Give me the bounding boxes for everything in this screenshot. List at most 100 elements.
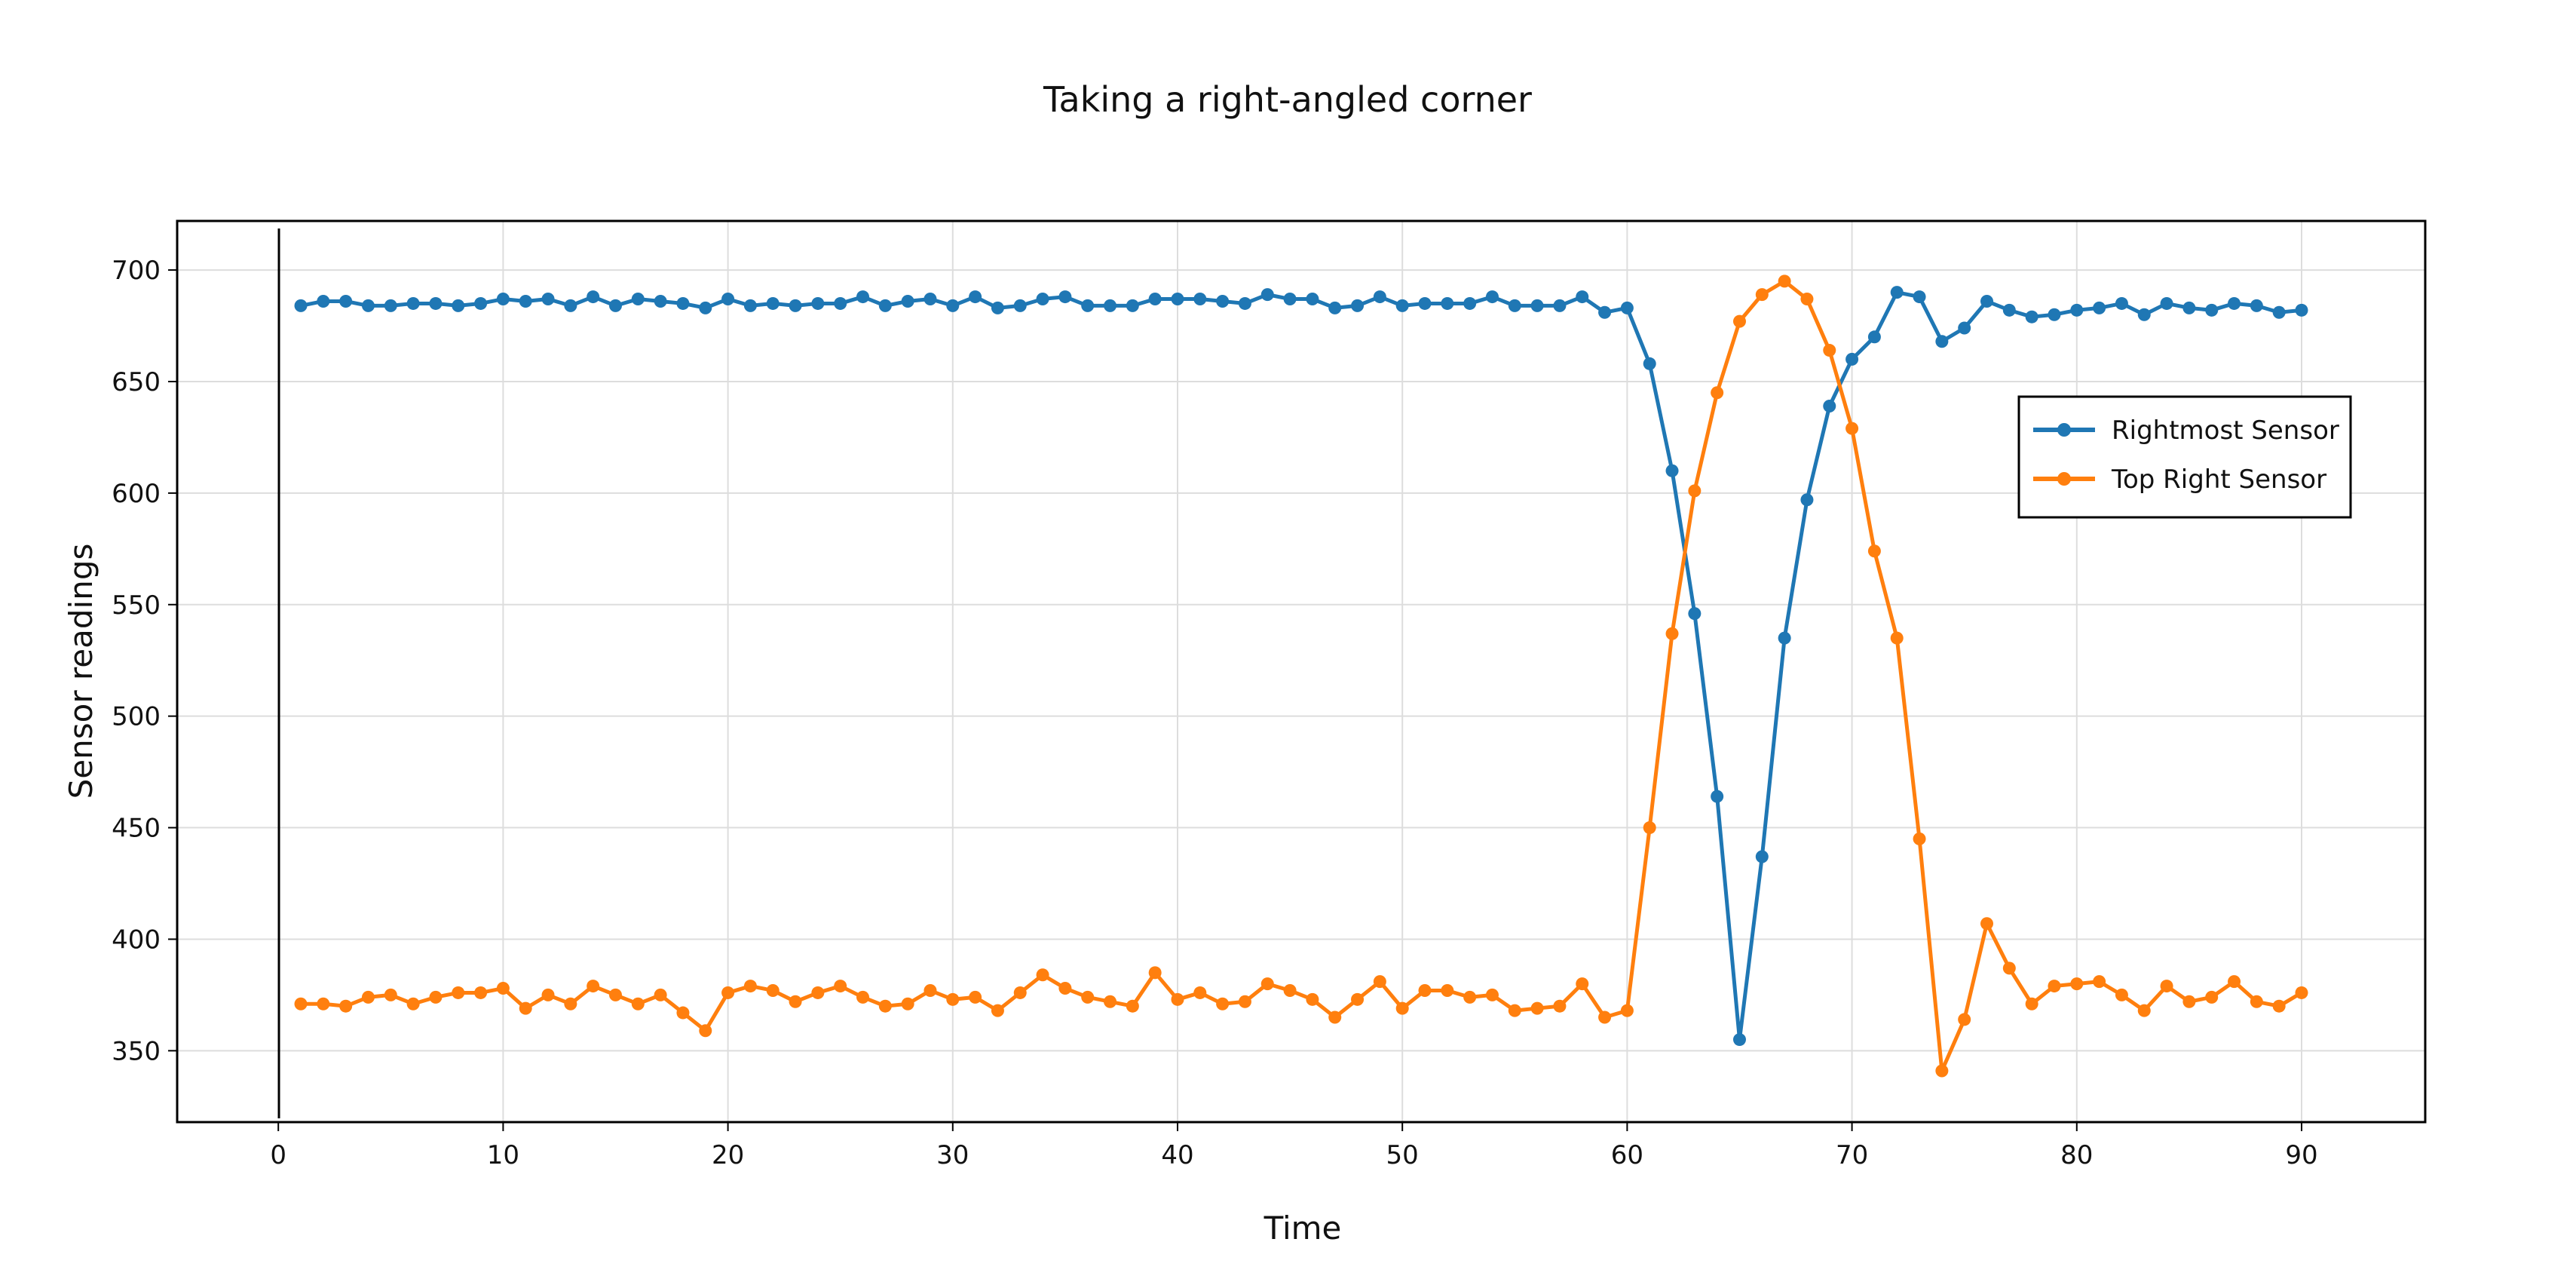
data-point-rightmost-sensor xyxy=(1148,293,1162,306)
data-point-top-right-sensor xyxy=(1508,1004,1521,1017)
data-point-top-right-sensor xyxy=(1104,995,1117,1008)
data-point-rightmost-sensor xyxy=(1778,631,1791,645)
data-point-top-right-sensor xyxy=(901,997,914,1011)
data-point-top-right-sensor xyxy=(969,990,982,1004)
data-point-top-right-sensor xyxy=(676,1006,690,1020)
data-point-top-right-sensor xyxy=(1598,1011,1612,1024)
data-point-top-right-sensor xyxy=(2070,977,2084,991)
data-point-rightmost-sensor xyxy=(2093,301,2106,314)
data-point-rightmost-sensor xyxy=(452,299,465,312)
y-tick-label: 450 xyxy=(112,814,161,844)
data-point-rightmost-sensor xyxy=(631,293,645,306)
data-point-top-right-sensor xyxy=(2228,975,2241,989)
data-point-rightmost-sensor xyxy=(1620,301,1634,314)
x-tick-label: 40 xyxy=(1161,1140,1193,1170)
y-axis-ticks: 350 400 450 500 550 600 650 700 xyxy=(112,256,177,1066)
legend-marker-rightmost xyxy=(2057,423,2071,437)
data-point-rightmost-sensor xyxy=(1036,293,1049,306)
data-point-top-right-sensor xyxy=(519,1001,532,1015)
data-point-rightmost-sensor xyxy=(834,296,847,310)
data-point-top-right-sensor xyxy=(1913,832,1926,845)
data-point-rightmost-sensor xyxy=(924,293,937,306)
x-tick-label: 0 xyxy=(270,1140,286,1170)
y-axis-label: Sensor readings xyxy=(63,544,100,799)
data-point-rightmost-sensor xyxy=(1598,305,1612,319)
data-point-top-right-sensor xyxy=(1238,995,1251,1008)
series-rightmost-sensor xyxy=(294,286,2308,1047)
y-tick-label: 700 xyxy=(112,256,161,286)
data-point-top-right-sensor xyxy=(1283,983,1297,997)
grid-lines xyxy=(177,221,2425,1122)
data-point-top-right-sensor xyxy=(834,980,847,993)
data-point-rightmost-sensor xyxy=(1306,293,1319,306)
data-point-rightmost-sensor xyxy=(1980,294,1994,308)
data-point-top-right-sensor xyxy=(452,986,465,999)
y-tick-label: 500 xyxy=(112,702,161,732)
data-point-rightmost-sensor xyxy=(1171,293,1184,306)
data-point-top-right-sensor xyxy=(2272,999,2286,1013)
data-point-rightmost-sensor xyxy=(1081,299,1095,312)
data-point-rightmost-sensor xyxy=(743,299,757,312)
data-point-rightmost-sensor xyxy=(1485,290,1499,304)
data-point-top-right-sensor xyxy=(1643,821,1656,835)
series-line-top-right-sensor xyxy=(301,279,2303,1073)
data-point-top-right-sensor xyxy=(631,997,645,1011)
data-point-top-right-sensor xyxy=(608,988,622,1001)
y-tick-label: 350 xyxy=(112,1036,161,1066)
data-point-top-right-sensor xyxy=(1126,999,1139,1013)
x-tick-label: 30 xyxy=(936,1140,969,1170)
data-point-top-right-sensor xyxy=(587,980,600,993)
data-point-top-right-sensor xyxy=(1171,992,1184,1006)
data-point-rightmost-sensor xyxy=(317,294,330,308)
data-point-top-right-sensor xyxy=(1463,990,1477,1004)
data-point-rightmost-sensor xyxy=(969,290,982,304)
x-tick-label: 60 xyxy=(1611,1140,1643,1170)
data-point-rightmost-sensor xyxy=(1688,607,1702,621)
data-point-top-right-sensor xyxy=(1485,988,1499,1001)
data-point-top-right-sensor xyxy=(1441,983,1454,997)
data-point-rightmost-sensor xyxy=(1553,299,1567,312)
data-point-rightmost-sensor xyxy=(2025,310,2038,324)
data-point-top-right-sensor xyxy=(924,983,937,997)
data-point-rightmost-sensor xyxy=(1823,400,1836,413)
data-point-top-right-sensor xyxy=(2295,986,2308,999)
data-point-top-right-sensor xyxy=(1800,293,1814,306)
data-point-top-right-sensor xyxy=(1711,386,1724,400)
data-point-top-right-sensor xyxy=(2002,961,2016,975)
data-point-rightmost-sensor xyxy=(2160,296,2173,310)
x-tick-label: 20 xyxy=(712,1140,744,1170)
data-point-rightmost-sensor xyxy=(2205,303,2219,317)
data-point-rightmost-sensor xyxy=(384,299,397,312)
data-point-top-right-sensor xyxy=(1373,975,1386,989)
data-point-rightmost-sensor xyxy=(2070,303,2084,317)
data-point-rightmost-sensor xyxy=(1216,294,1230,308)
data-point-top-right-sensor xyxy=(1418,983,1432,997)
data-point-rightmost-sensor xyxy=(2115,296,2128,310)
data-point-rightmost-sensor xyxy=(1935,335,1949,348)
data-point-rightmost-sensor xyxy=(901,294,914,308)
data-point-rightmost-sensor xyxy=(1013,299,1027,312)
data-point-top-right-sensor xyxy=(991,1004,1004,1017)
data-point-top-right-sensor xyxy=(1328,1011,1342,1024)
data-point-top-right-sensor xyxy=(811,986,825,999)
data-point-rightmost-sensor xyxy=(406,296,420,310)
series-line-rightmost-sensor xyxy=(300,290,2302,1042)
series-layer xyxy=(294,274,2308,1078)
data-point-top-right-sensor xyxy=(1036,968,1049,982)
y-tick-label: 650 xyxy=(112,367,161,397)
x-tick-label: 50 xyxy=(1386,1140,1419,1170)
data-point-top-right-sensor xyxy=(789,995,802,1008)
data-point-top-right-sensor xyxy=(496,982,510,995)
data-point-rightmost-sensor xyxy=(1665,464,1679,477)
data-point-rightmost-sensor xyxy=(878,299,892,312)
data-point-top-right-sensor xyxy=(1395,1001,1409,1015)
data-point-rightmost-sensor xyxy=(2250,299,2263,312)
data-point-top-right-sensor xyxy=(1530,1001,1544,1015)
data-point-rightmost-sensor xyxy=(2048,308,2061,321)
data-point-rightmost-sensor xyxy=(1867,330,1881,344)
data-point-top-right-sensor xyxy=(339,999,353,1013)
data-point-top-right-sensor xyxy=(721,986,735,999)
x-tick-label: 90 xyxy=(2285,1140,2317,1170)
data-point-rightmost-sensor xyxy=(496,293,510,306)
